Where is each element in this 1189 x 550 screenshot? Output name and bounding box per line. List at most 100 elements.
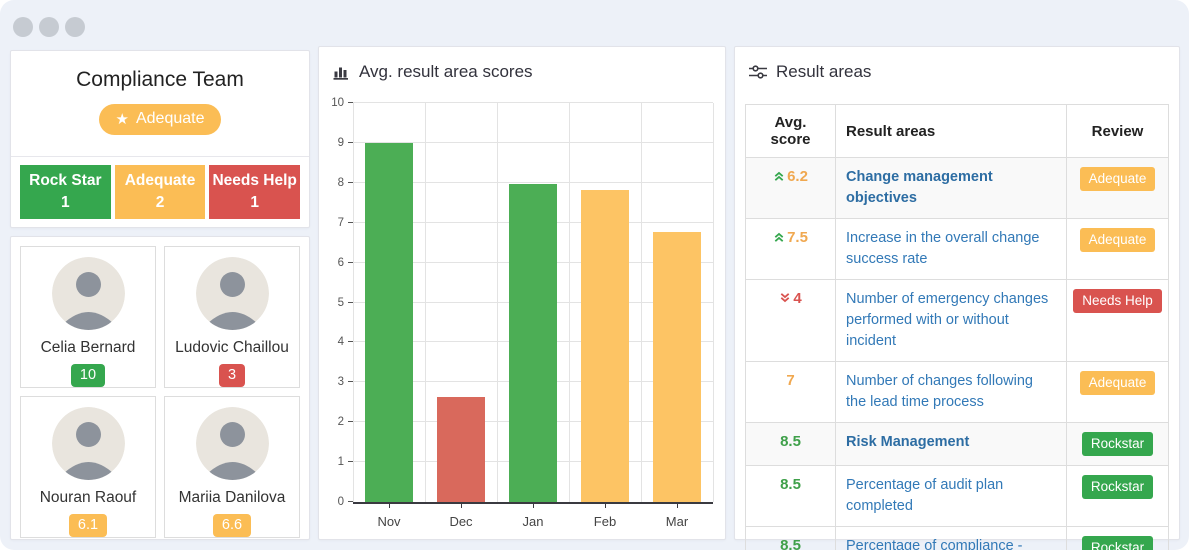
member-avatar person-icon bbox=[195, 257, 269, 330]
sliders-icon bbox=[749, 65, 767, 79]
avg-score-cell: 4 bbox=[745, 279, 836, 363]
x-axis-tick bbox=[389, 504, 390, 508]
review-cell: Adequate bbox=[1066, 218, 1169, 281]
status-summary-box: Adequate 2 bbox=[114, 165, 206, 219]
x-axis-label: Jan bbox=[522, 514, 544, 529]
y-axis-label: 3 bbox=[337, 376, 344, 389]
y-axis-tick bbox=[348, 102, 353, 103]
team-title: Compliance Team bbox=[76, 68, 244, 91]
status-summary-count: 1 bbox=[250, 194, 259, 211]
review-cell: Rockstar bbox=[1066, 422, 1169, 467]
result-areas-panel: Result areas Avg. score Result areas Revie… bbox=[734, 46, 1180, 550]
status-summary-label: Adequate bbox=[124, 172, 196, 190]
member-name: Ludovic Chaillou bbox=[175, 339, 289, 356]
y-axis-label: 9 bbox=[337, 136, 344, 149]
chart-title: Avg. result area scores bbox=[359, 62, 533, 81]
column-header: Review bbox=[1066, 104, 1169, 158]
avg-score-value: 8.5 bbox=[780, 537, 801, 550]
member-card[interactable]: Nouran Raouf 6.1 bbox=[20, 396, 156, 538]
x-axis-label: Mar bbox=[665, 514, 689, 529]
member-name: Celia Bernard bbox=[40, 339, 136, 356]
gridline bbox=[353, 141, 713, 143]
team-members-panel: Celia Bernard 10 Ludovic Chaillou 3 Nouran R… bbox=[10, 236, 310, 540]
avg-score-cell: 8.5 bbox=[745, 526, 836, 550]
column-header: Avg. score bbox=[745, 104, 836, 158]
y-axis-label: 0 bbox=[337, 496, 344, 508]
y-axis-tick bbox=[348, 341, 353, 343]
avg-score-cell: 8.5 bbox=[745, 422, 836, 467]
result-area-link[interactable]: Number of changes following the lead tim… bbox=[835, 361, 1067, 424]
member-avatar person-icon bbox=[195, 407, 269, 480]
y-axis-tick bbox=[348, 381, 353, 383]
member-score-badge: 6.1 bbox=[68, 514, 108, 537]
y-axis-tick bbox=[348, 461, 353, 463]
chart-panel-header: Avg. result area scores bbox=[319, 47, 725, 82]
column-header: Result areas bbox=[835, 104, 1067, 158]
avg-score-cell: 7.5 bbox=[745, 218, 836, 281]
avg-score-value: 7 bbox=[786, 372, 795, 390]
team-status-badge: ★ Adequate bbox=[98, 104, 222, 135]
result-area-link[interactable]: Percentage of compliance - related lawsu… bbox=[835, 526, 1067, 550]
avg-score-cell: 8.5 bbox=[745, 465, 836, 528]
members-grid: Celia Bernard 10 Ludovic Chaillou 3 Nouran R… bbox=[20, 246, 300, 538]
result-area-link[interactable]: Risk Management bbox=[835, 422, 1067, 467]
avg-score-cell: 7 bbox=[745, 361, 836, 424]
team-summary-panel: Compliance Team ★ Adequate Rock Star 1 Ade… bbox=[10, 50, 310, 228]
chart-bar[interactable] bbox=[437, 397, 485, 502]
result-area-link[interactable]: Increase in the overall change success r… bbox=[835, 218, 1067, 281]
y-axis-label: 10 bbox=[331, 97, 344, 109]
y-axis-tick bbox=[348, 301, 353, 303]
y-axis-tick bbox=[348, 261, 353, 263]
avg-score-value: 8.5 bbox=[780, 433, 801, 451]
trend-down-icon bbox=[781, 293, 790, 303]
table-row: 7.5 Increase in the overall change succes… bbox=[745, 218, 1169, 281]
x-axis-tick bbox=[677, 504, 678, 508]
member-card[interactable]: Mariia Danilova 6.6 bbox=[164, 396, 300, 538]
y-axis-tick bbox=[348, 221, 353, 223]
chart-panel: Avg. result area scores 0 1 2 3 4 5 6 7 8 9 10 Nov D… bbox=[318, 46, 726, 540]
x-axis-tick bbox=[605, 504, 606, 508]
chart-bar[interactable] bbox=[653, 232, 701, 502]
team-status-label: Adequate bbox=[135, 110, 205, 127]
status-summary-box: Rock Star 1 bbox=[20, 165, 111, 219]
table-row: 8.5 Risk Management Rockstar bbox=[745, 422, 1169, 467]
window-control-dot bbox=[13, 17, 33, 37]
chart-bar[interactable] bbox=[581, 189, 629, 502]
window-control-dot bbox=[39, 17, 59, 37]
member-avatar person-icon bbox=[51, 407, 125, 480]
result-area-link[interactable]: Percentage of audit plan completed bbox=[835, 465, 1067, 528]
table-row: 8.5 Percentage of compliance - related la… bbox=[745, 526, 1169, 550]
y-axis-label: 5 bbox=[337, 296, 344, 309]
review-badge: Rockstar bbox=[1081, 475, 1154, 500]
result-area-link[interactable]: Number of emergency changes performed wi… bbox=[835, 279, 1067, 363]
member-name: Nouran Raouf bbox=[39, 489, 137, 506]
chart-bar[interactable] bbox=[365, 143, 413, 502]
result-areas-table: Avg. score Result areas Review 6.2 Change m… bbox=[745, 104, 1169, 550]
review-cell: Rockstar bbox=[1066, 465, 1169, 528]
x-axis-tick bbox=[461, 504, 462, 508]
result-areas-header: Result areas bbox=[735, 47, 1179, 82]
member-name: Mariia Danilova bbox=[178, 489, 286, 506]
member-score-badge: 3 bbox=[218, 364, 246, 387]
trend-up-icon bbox=[774, 171, 784, 181]
result-area-link[interactable]: Change management objectives bbox=[835, 156, 1067, 220]
review-cell: Adequate bbox=[1066, 361, 1169, 424]
table-row: 8.5 Percentage of audit plan completed Roc… bbox=[745, 465, 1169, 528]
status-summary-count: 2 bbox=[155, 194, 165, 211]
review-badge: Rockstar bbox=[1081, 432, 1154, 457]
review-badge: Adequate bbox=[1079, 167, 1156, 191]
review-cell: Needs Help bbox=[1066, 279, 1169, 363]
member-card[interactable]: Ludovic Chaillou 3 bbox=[164, 246, 300, 388]
avg-scores-bar-chart: 0 1 2 3 4 5 6 7 8 9 10 Nov Dec Jan Feb Mar bbox=[331, 97, 714, 529]
review-badge: Needs Help bbox=[1073, 289, 1162, 314]
gridline bbox=[353, 103, 354, 502]
x-axis-label: Feb bbox=[593, 514, 617, 529]
table-row: 7 Number of changes following the lead ti… bbox=[745, 361, 1169, 424]
gridline bbox=[569, 103, 570, 502]
member-avatar person-icon bbox=[51, 257, 125, 330]
chart-bar[interactable] bbox=[509, 183, 557, 502]
y-axis-tick bbox=[348, 181, 353, 183]
review-cell: Rockstar bbox=[1066, 526, 1169, 550]
window-controls bbox=[13, 17, 85, 37]
member-card[interactable]: Celia Bernard 10 bbox=[20, 246, 156, 388]
